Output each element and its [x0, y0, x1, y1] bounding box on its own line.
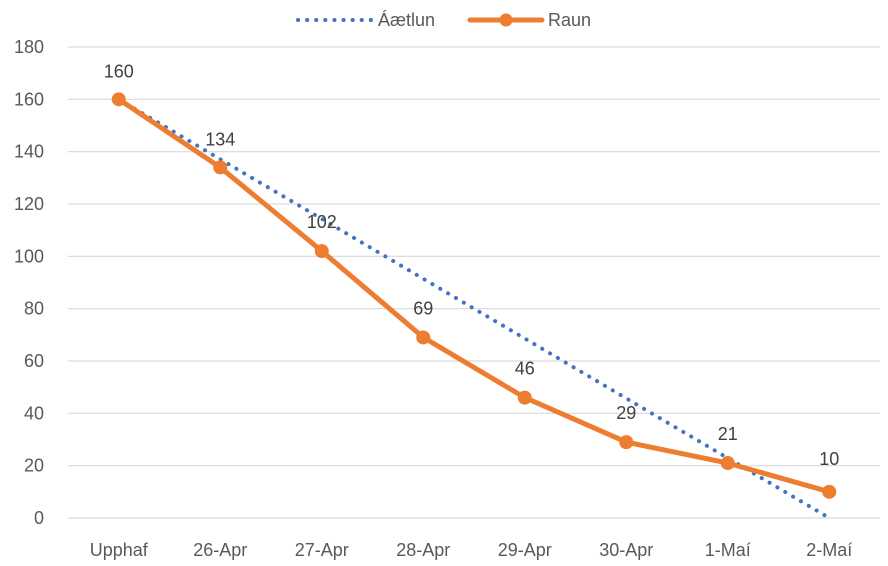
y-tick-label: 160	[14, 89, 44, 109]
legend-item-aetlun[interactable]: Áætlun	[296, 10, 435, 30]
legend[interactable]: Áætlun Raun	[296, 10, 591, 30]
data-point-raun-6	[720, 456, 735, 471]
y-tick-label: 80	[24, 299, 44, 319]
legend-label: Raun	[548, 10, 591, 30]
series-line-raun	[116, 96, 832, 495]
gridlines	[68, 46, 880, 519]
series	[111, 92, 837, 520]
data-labels: 160 134 102 69 46 29 21 10	[104, 61, 840, 469]
data-point-raun-4	[517, 390, 532, 405]
data-label-raun: 160	[104, 61, 134, 81]
data-point-raun-1	[213, 160, 228, 175]
y-tick-label: 0	[34, 508, 44, 528]
x-axis-ticks: Upphaf 26-Apr 27-Apr 28-Apr 29-Apr 30-Apr 1-Ma…	[90, 540, 853, 560]
x-tick-label: Upphaf	[90, 540, 149, 560]
y-axis-ticks: 0 20 40 60 80 100 120 140 160 180	[14, 37, 44, 528]
y-tick-label: 20	[24, 456, 44, 476]
x-tick-label: 29-Apr	[498, 540, 552, 560]
data-point-raun-5	[619, 435, 634, 450]
data-label-raun: 69	[413, 298, 433, 318]
x-tick-label: 27-Apr	[295, 540, 349, 560]
y-tick-label: 100	[14, 246, 44, 266]
legend-marker-raun	[499, 13, 513, 27]
x-tick-label: 28-Apr	[396, 540, 450, 560]
data-point-raun-3	[416, 330, 431, 345]
data-label-raun: 29	[616, 403, 636, 423]
x-tick-label: 1-Maí	[705, 540, 751, 560]
data-label-raun: 10	[819, 449, 839, 469]
data-label-raun: 102	[307, 212, 337, 232]
y-tick-label: 180	[14, 37, 44, 57]
x-tick-label: 2-Maí	[806, 540, 852, 560]
y-tick-label: 60	[24, 351, 44, 371]
x-tick-label: 26-Apr	[193, 540, 247, 560]
data-label-raun: 46	[515, 359, 535, 379]
data-point-raun-2	[314, 244, 329, 259]
data-point-raun-7	[822, 484, 837, 499]
data-point-raun-0	[111, 92, 126, 107]
legend-label: Áætlun	[378, 10, 435, 30]
series-line-aetlun	[116, 97, 832, 520]
data-label-raun: 134	[205, 129, 235, 149]
y-tick-label: 140	[14, 142, 44, 162]
legend-item-raun[interactable]: Raun	[467, 10, 591, 30]
y-tick-label: 120	[14, 194, 44, 214]
x-tick-label: 30-Apr	[599, 540, 653, 560]
data-label-raun: 21	[718, 424, 738, 444]
y-tick-label: 40	[24, 403, 44, 423]
